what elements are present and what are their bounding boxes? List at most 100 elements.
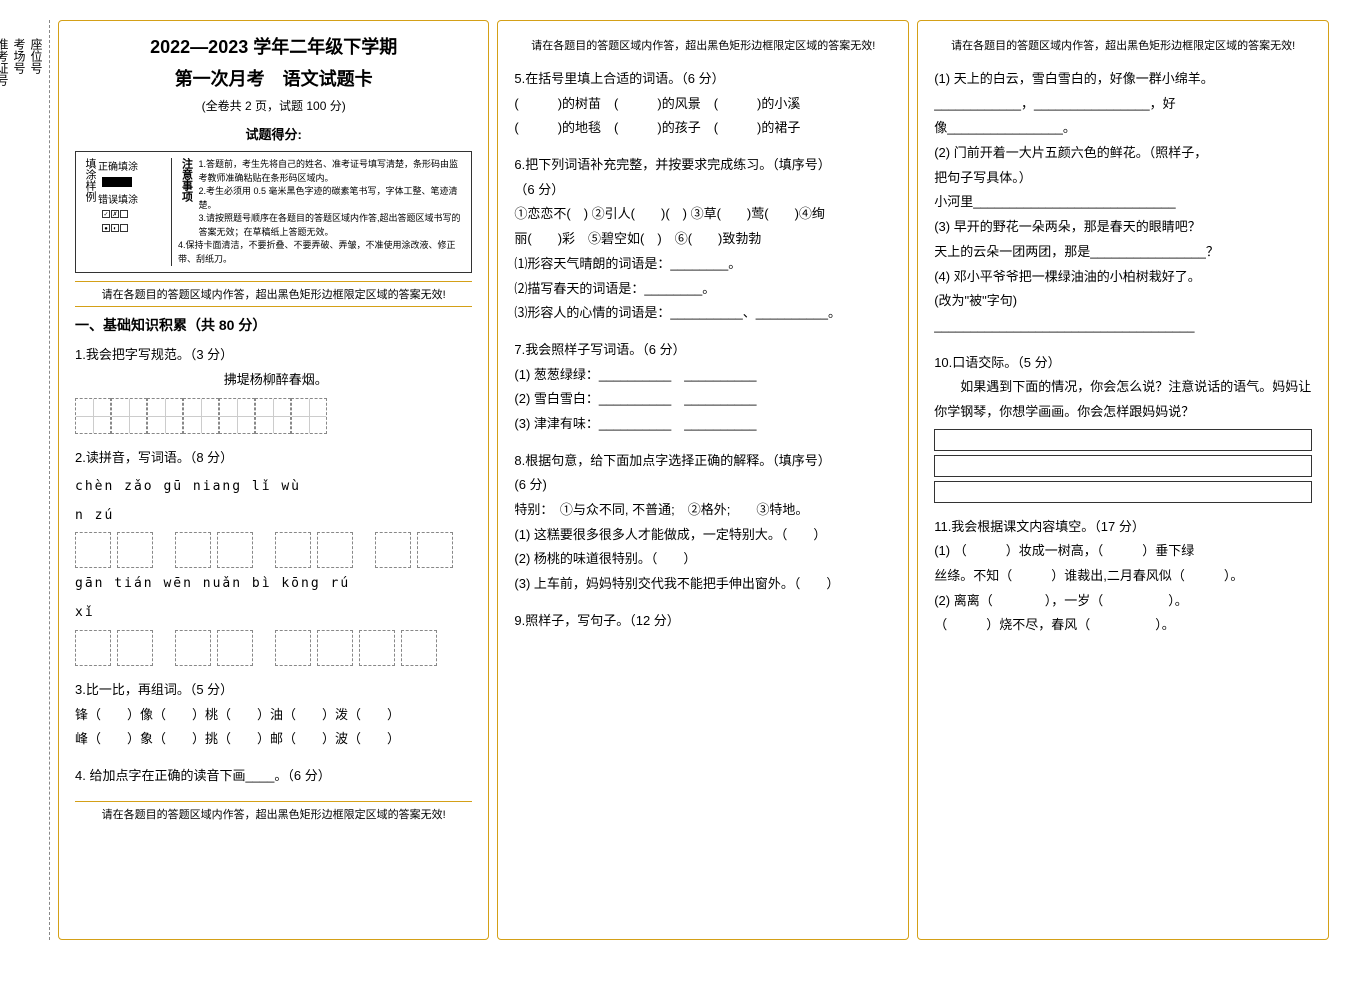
wrong-swatch-1: ✓✗ — [102, 210, 132, 220]
answer-line[interactable] — [934, 429, 1312, 451]
char-box[interactable] — [219, 398, 255, 434]
q2-pinyin-2: gān tián wēn nuǎn bì kōng rú — [75, 572, 472, 597]
char-box[interactable] — [183, 398, 219, 434]
q4-label: 4. 给加点字在正确的读音下画____。（6 分） — [75, 764, 472, 789]
q11-row2b: （ ）烧不尽，春风（ ）。 — [934, 613, 1312, 638]
q1-label: 1.我会把字写规范。（3 分） — [75, 343, 472, 368]
char-box[interactable] — [375, 532, 411, 568]
char-box[interactable] — [117, 630, 153, 666]
q5-label: 5.在括号里填上合适的词语。（6 分） — [514, 67, 892, 92]
exam-subtitle: (全卷共 2 页，试题 100 分) — [75, 97, 472, 114]
q11: 11.我会根据课文内容填空。（17 分） (1) （ ）妆成一树高，（ ）垂下绿… — [934, 515, 1312, 638]
q7-label: 7.我会照样子写词语。（6 分） — [514, 338, 892, 363]
q10: 10.口语交际。（5 分） 如果遇到下面的情况，你会怎么说？注意说话的语气。妈妈… — [934, 351, 1312, 503]
q11-row1: (1) （ ）妆成一树高，（ ）垂下绿 — [934, 539, 1312, 564]
answer-line[interactable] — [934, 455, 1312, 477]
exam-score-label: 试题得分: — [75, 124, 472, 143]
black-swatch — [102, 177, 132, 187]
inst-right-title: 注意事项 — [178, 158, 195, 228]
q11-label: 11.我会根据课文内容填空。（17 分） — [934, 515, 1312, 540]
q8-row2: (2) 杨桃的味道很特别。（ ） — [514, 547, 892, 572]
q3-row1: 锋（ ）像（ ）桃（ ）油（ ）泼（ ） — [75, 703, 472, 728]
q2-grid-1 — [75, 532, 472, 568]
q9-item4: (4) 邓小平爷爷把一棵绿油油的小柏树栽好了。 — [934, 265, 1312, 290]
q9-item2: (2) 门前开着一大片五颜六色的鲜花。（照样子， — [934, 141, 1312, 166]
q7-row3: (3) 津津有味：__________ __________ — [514, 412, 892, 437]
q9-item2b: 把句子写具体。） — [934, 166, 1312, 191]
q1: 1.我会把字写规范。（3 分） 拂堤杨柳醉春烟。 — [75, 343, 472, 434]
fill-sample-title: 填涂样例 — [82, 158, 98, 228]
q3-row2: 峰（ ）象（ ）挑（ ）邮（ ）波（ ） — [75, 727, 472, 752]
q1-chars: 拂堤杨柳醉春烟。 — [79, 368, 472, 393]
q6-row1: ①恋恋不( ) ②引人( )( ) ③草( )莺( )④绚 — [514, 202, 892, 227]
label-examid: 准考证号 — [0, 38, 11, 922]
q6-sub2: ⑵描写春天的词语是：________。 — [514, 277, 892, 302]
char-box[interactable] — [317, 532, 353, 568]
q2-grid-2 — [75, 630, 472, 666]
label-room: 考场号 — [11, 38, 28, 922]
q7-row1: (1) 葱葱绿绿：__________ __________ — [514, 363, 892, 388]
char-box[interactable] — [217, 532, 253, 568]
q9-items: (1) 天上的白云，雪白雪白的，好像一群小绵羊。 ____________，__… — [934, 67, 1312, 339]
q9-item4b: (改为"被"字句) — [934, 289, 1312, 314]
inst-item-1: 1.答题前，考生先将自己的姓名、准考证号填写清楚，条形码由监考教师准确粘贴在条形… — [178, 158, 465, 185]
q3: 3.比一比，再组词。（5 分） 锋（ ）像（ ）桃（ ）油（ ）泼（ ） 峰（ … — [75, 678, 472, 752]
warning-col3-top: 请在各题目的答题区域内作答，超出黑色矩形边框限定区域的答案无效! — [934, 33, 1312, 57]
q6: 6.把下列词语补充完整，并按要求完成练习。（填序号） （6 分） ①恋恋不( )… — [514, 153, 892, 326]
warning-col2-top: 请在各题目的答题区域内作答，超出黑色矩形边框限定区域的答案无效! — [514, 33, 892, 57]
answer-line[interactable] — [934, 481, 1312, 503]
inst-item-2: 2.考生必须用 0.5 毫米黑色字迹的碳素笔书写，字体工整、笔迹清楚。 — [178, 185, 465, 212]
char-box[interactable] — [75, 532, 111, 568]
char-box[interactable] — [175, 630, 211, 666]
q6-row2: 丽( )彩 ⑤碧空如( ) ⑥( )致勃勃 — [514, 227, 892, 252]
q9: 9.照样子，写句子。（12 分） — [514, 609, 892, 634]
fill-sample: 填涂样例 正确填涂 错误填涂 ✓✗ ●◐ — [82, 158, 172, 266]
q8: 8.根据句意，给下面加点字选择正确的解释。（填序号） (6 分) 特别： ①与众… — [514, 449, 892, 597]
q4: 4. 给加点字在正确的读音下画____。（6 分） — [75, 764, 472, 789]
char-box[interactable] — [75, 630, 111, 666]
char-box[interactable] — [401, 630, 437, 666]
q10-body: 如果遇到下面的情况，你会怎么说？注意说话的语气。妈妈让你学钢琴，你想学画画。你会… — [934, 375, 1312, 424]
inst-item-4: 4.保持卡面清洁，不要折叠、不要弄破、弄皱，不准使用涂改液、修正带、刮纸刀。 — [178, 239, 465, 266]
exam-page: 座位号 考场号 准考证号 姓名 班级 学校 2022—2023 学年二年级下学期… — [20, 20, 1329, 940]
exam-title-line2: 第一次月考 语文试题卡 — [75, 65, 472, 91]
instruction-text: 注意事项 1.答题前，考生先将自己的姓名、准考证号填写清楚，条形码由监考教师准确… — [172, 158, 465, 266]
char-box[interactable] — [217, 630, 253, 666]
instruction-box: 填涂样例 正确填涂 错误填涂 ✓✗ ●◐ 注意事项 1.答题前，考生先将自己的姓… — [75, 151, 472, 273]
q9-item1b: ____________，________________，好 — [934, 92, 1312, 117]
q11-row1b: 丝绦。不知（ ）谁裁出,二月春风似（ ）。 — [934, 564, 1312, 589]
char-box[interactable] — [291, 398, 327, 434]
label-seat: 座位号 — [28, 38, 45, 922]
char-box[interactable] — [117, 532, 153, 568]
q9-item1c: 像________________。 — [934, 116, 1312, 141]
char-box[interactable] — [417, 532, 453, 568]
char-box[interactable] — [75, 398, 111, 434]
q9-item3b: 天上的云朵一团两团，那是________________？ — [934, 240, 1312, 265]
q6-label: 6.把下列词语补充完整，并按要求完成练习。（填序号） — [514, 153, 892, 178]
wrong-swatch-2: ●◐ — [102, 224, 132, 234]
char-box[interactable] — [175, 532, 211, 568]
section-1-title: 一、基础知识积累（共 80 分） — [75, 315, 472, 335]
char-box[interactable] — [255, 398, 291, 434]
char-box[interactable] — [111, 398, 147, 434]
q8-row3: (3) 上车前，妈妈特别交代我不能把手伸出窗外。（ ） — [514, 572, 892, 597]
q9-item2c: 小河里____________________________ — [934, 190, 1312, 215]
q9-label: 9.照样子，写句子。（12 分） — [514, 609, 892, 634]
q8-row1: (1) 这糕要很多很多人才能做成，一定特别大。（ ） — [514, 523, 892, 548]
q9-item4c: ____________________________________ — [934, 314, 1312, 339]
char-box[interactable] — [317, 630, 353, 666]
column-1: 2022—2023 学年二年级下学期 第一次月考 语文试题卡 (全卷共 2 页，… — [58, 20, 489, 940]
inst-item-3: 3.请按照题号顺序在各题目的答题区域内作答,超出答题区域书写的答案无效；在草稿纸… — [178, 212, 465, 239]
q7: 7.我会照样子写词语。（6 分） (1) 葱葱绿绿：__________ ___… — [514, 338, 892, 437]
warning-col1-top: 请在各题目的答题区域内作答，超出黑色矩形边框限定区域的答案无效! — [75, 281, 472, 307]
char-box[interactable] — [359, 630, 395, 666]
char-box[interactable] — [275, 630, 311, 666]
q2-pinyin-1: chèn zǎo gū niang lǐ wù — [75, 475, 472, 500]
q2-label: 2.读拼音，写词语。（8 分） — [75, 446, 472, 471]
char-box[interactable] — [275, 532, 311, 568]
q5-row1: ( )的树苗 ( )的风景 ( )的小溪 — [514, 92, 892, 117]
column-3: 请在各题目的答题区域内作答，超出黑色矩形边框限定区域的答案无效! (1) 天上的… — [917, 20, 1329, 940]
q7-row2: (2) 雪白雪白：__________ __________ — [514, 387, 892, 412]
char-box[interactable] — [147, 398, 183, 434]
correct-fill-label: 正确填涂 — [98, 158, 138, 173]
